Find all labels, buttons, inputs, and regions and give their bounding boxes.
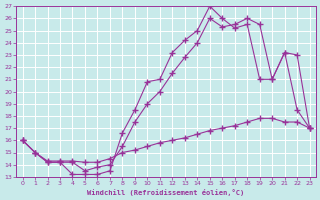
X-axis label: Windchill (Refroidissement éolien,°C): Windchill (Refroidissement éolien,°C)	[87, 189, 245, 196]
